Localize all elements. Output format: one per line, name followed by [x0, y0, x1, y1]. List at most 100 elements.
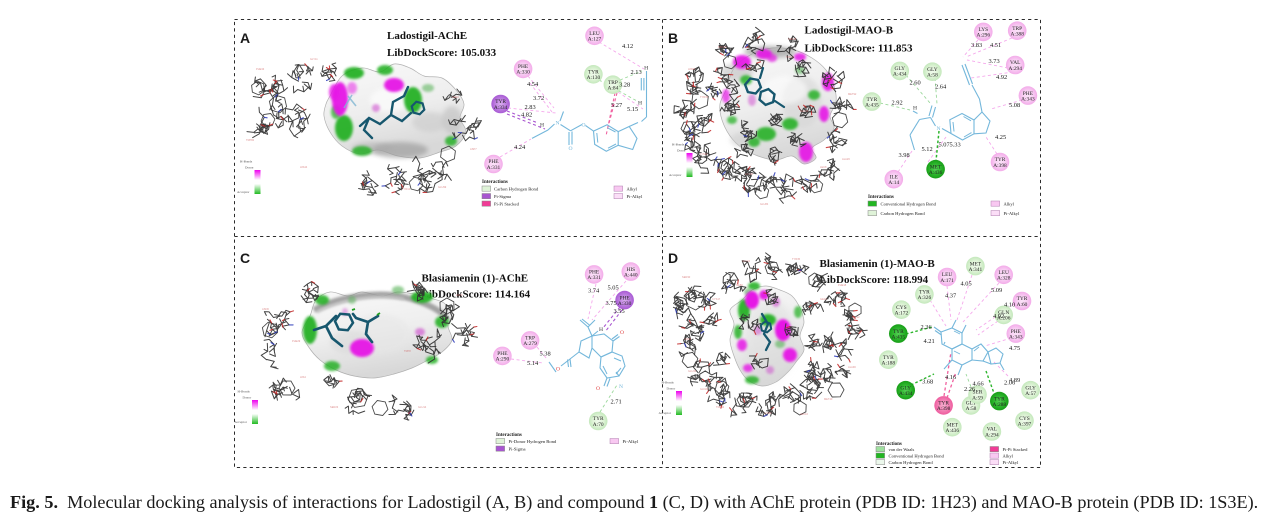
svg-text:Pi-Alkyl: Pi-Alkyl: [627, 194, 644, 199]
svg-text:TYR: TYR: [938, 401, 949, 407]
svg-text:GLY20: GLY20: [745, 172, 753, 176]
svg-text:3.55: 3.55: [614, 308, 625, 315]
svg-text:SER30: SER30: [682, 275, 691, 279]
svg-text:3.75: 3.75: [606, 300, 617, 307]
svg-text:HIS45: HIS45: [684, 337, 692, 341]
svg-text:4.66: 4.66: [973, 381, 984, 388]
svg-text:Carbon Hydrogen Bond: Carbon Hydrogen Bond: [889, 460, 934, 465]
svg-text:4.89: 4.89: [1009, 377, 1020, 384]
svg-text:A:435: A:435: [865, 102, 879, 108]
svg-text:5.27: 5.27: [611, 102, 623, 109]
svg-text:5.12: 5.12: [922, 146, 933, 153]
svg-text:4.25: 4.25: [995, 134, 1006, 141]
svg-text:TYR: TYR: [994, 396, 1005, 402]
svg-text:5.14: 5.14: [527, 360, 539, 367]
svg-text:A:294: A:294: [985, 432, 999, 438]
svg-text:TRP: TRP: [608, 80, 618, 86]
svg-text:PRO10: PRO10: [718, 45, 727, 49]
svg-text:TYR: TYR: [495, 99, 506, 105]
svg-text:TRP: TRP: [1012, 26, 1022, 32]
svg-text:TRP62: TRP62: [716, 405, 725, 409]
svg-text:2.60: 2.60: [910, 80, 921, 87]
svg-text:LEU: LEU: [942, 272, 953, 278]
svg-text:HIS90: HIS90: [688, 67, 696, 71]
svg-text:LEU9: LEU9: [456, 293, 463, 297]
svg-text:LYS52: LYS52: [764, 411, 772, 415]
svg-text:Acceptor: Acceptor: [235, 420, 248, 424]
svg-text:PHE33: PHE33: [256, 67, 265, 71]
svg-text:A:171: A:171: [940, 278, 954, 284]
svg-text:3.73: 3.73: [989, 58, 1000, 65]
svg-text:LEU: LEU: [998, 270, 1009, 276]
svg-text:3.74: 3.74: [588, 288, 600, 295]
svg-text:MET92: MET92: [848, 92, 857, 96]
svg-text:TYR: TYR: [995, 157, 1006, 163]
svg-text:ALA90: ALA90: [848, 365, 856, 369]
svg-text:4.10: 4.10: [1004, 302, 1015, 309]
svg-text:PHE: PHE: [620, 295, 631, 301]
svg-text:PHE: PHE: [488, 159, 499, 165]
svg-text:O: O: [581, 123, 585, 129]
svg-text:LYS: LYS: [978, 27, 988, 33]
svg-text:A:294: A:294: [1008, 66, 1022, 72]
svg-text:PHE: PHE: [497, 351, 508, 357]
svg-text:Carbon Hydrogen Bond: Carbon Hydrogen Bond: [881, 211, 926, 216]
svg-text:LibDockScore: 114.164: LibDockScore: 114.164: [422, 288, 531, 300]
svg-text:Interactions: Interactions: [482, 180, 508, 185]
svg-text:A:58: A:58: [927, 73, 938, 79]
svg-text:GLY: GLY: [900, 385, 911, 391]
svg-text:Pi-Sigma: Pi-Sigma: [494, 194, 511, 199]
svg-text:Blasiamenin (1)-AChE: Blasiamenin (1)-AChE: [422, 273, 529, 285]
svg-text:LEU16: LEU16: [800, 412, 808, 416]
svg-text:GLN20: GLN20: [700, 387, 709, 391]
svg-text:4.37: 4.37: [945, 293, 957, 300]
svg-text:Acceptor: Acceptor: [659, 411, 672, 415]
svg-text:TRP11: TRP11: [786, 55, 794, 59]
svg-text:TYR: TYR: [867, 97, 878, 103]
svg-text:GLU99: GLU99: [438, 185, 447, 189]
svg-text:PHE29: PHE29: [292, 339, 301, 343]
svg-text:A:397: A:397: [1018, 422, 1032, 428]
svg-text:TYR12: TYR12: [402, 187, 411, 191]
svg-text:ASP7: ASP7: [470, 147, 477, 151]
svg-text:C: C: [240, 250, 250, 266]
svg-text:GLY: GLY: [927, 67, 938, 73]
svg-text:A:326: A:326: [918, 295, 932, 301]
svg-text:5.09: 5.09: [991, 287, 1002, 294]
svg-text:H-Bonds: H-Bonds: [238, 390, 251, 394]
svg-text:GLY: GLY: [895, 66, 906, 72]
svg-text:A:435: A:435: [892, 334, 906, 340]
svg-text:Conventional Hydrogen Bond: Conventional Hydrogen Bond: [889, 454, 945, 459]
svg-text:PHE: PHE: [1011, 329, 1022, 335]
svg-text:4.24: 4.24: [514, 144, 526, 151]
svg-text:N: N: [555, 121, 559, 127]
svg-text:N: N: [936, 126, 940, 132]
svg-text:HIS: HIS: [626, 267, 635, 273]
svg-text:Pi-Alkyl: Pi-Alkyl: [1004, 211, 1021, 216]
svg-text:PHE: PHE: [1023, 91, 1034, 97]
svg-text:5.08: 5.08: [1009, 102, 1020, 109]
svg-text:MET: MET: [930, 164, 942, 170]
svg-text:4.05: 4.05: [961, 281, 972, 288]
svg-text:2.83: 2.83: [525, 104, 536, 111]
svg-text:5.05: 5.05: [608, 285, 619, 292]
svg-text:Conventional Hydrogen Bond: Conventional Hydrogen Bond: [881, 202, 937, 207]
svg-text:A:279: A:279: [523, 341, 537, 347]
svg-text:H-Bonds: H-Bonds: [240, 160, 253, 164]
svg-text:A:328: A:328: [997, 276, 1011, 282]
svg-text:VAL12: VAL12: [852, 315, 860, 319]
svg-text:TRP84: TRP84: [246, 138, 255, 142]
svg-text:3.28: 3.28: [619, 82, 630, 89]
svg-text:LibDockScore: 111.853: LibDockScore: 111.853: [805, 42, 913, 54]
svg-text:D: D: [668, 250, 678, 266]
svg-text:H: H: [599, 327, 603, 333]
svg-text:Pi-Pi Stacked: Pi-Pi Stacked: [494, 202, 520, 207]
svg-text:4.16: 4.16: [945, 374, 956, 381]
svg-text:Ladostigil-AChE: Ladostigil-AChE: [387, 30, 467, 42]
svg-text:GLY11: GLY11: [310, 57, 318, 61]
svg-text:O: O: [556, 367, 560, 373]
svg-text:TYR: TYR: [893, 329, 904, 335]
svg-text:2.36: 2.36: [921, 324, 932, 331]
svg-text:Ladostigil-MAO-B: Ladostigil-MAO-B: [805, 25, 894, 37]
svg-text:LEU8: LEU8: [820, 165, 827, 169]
